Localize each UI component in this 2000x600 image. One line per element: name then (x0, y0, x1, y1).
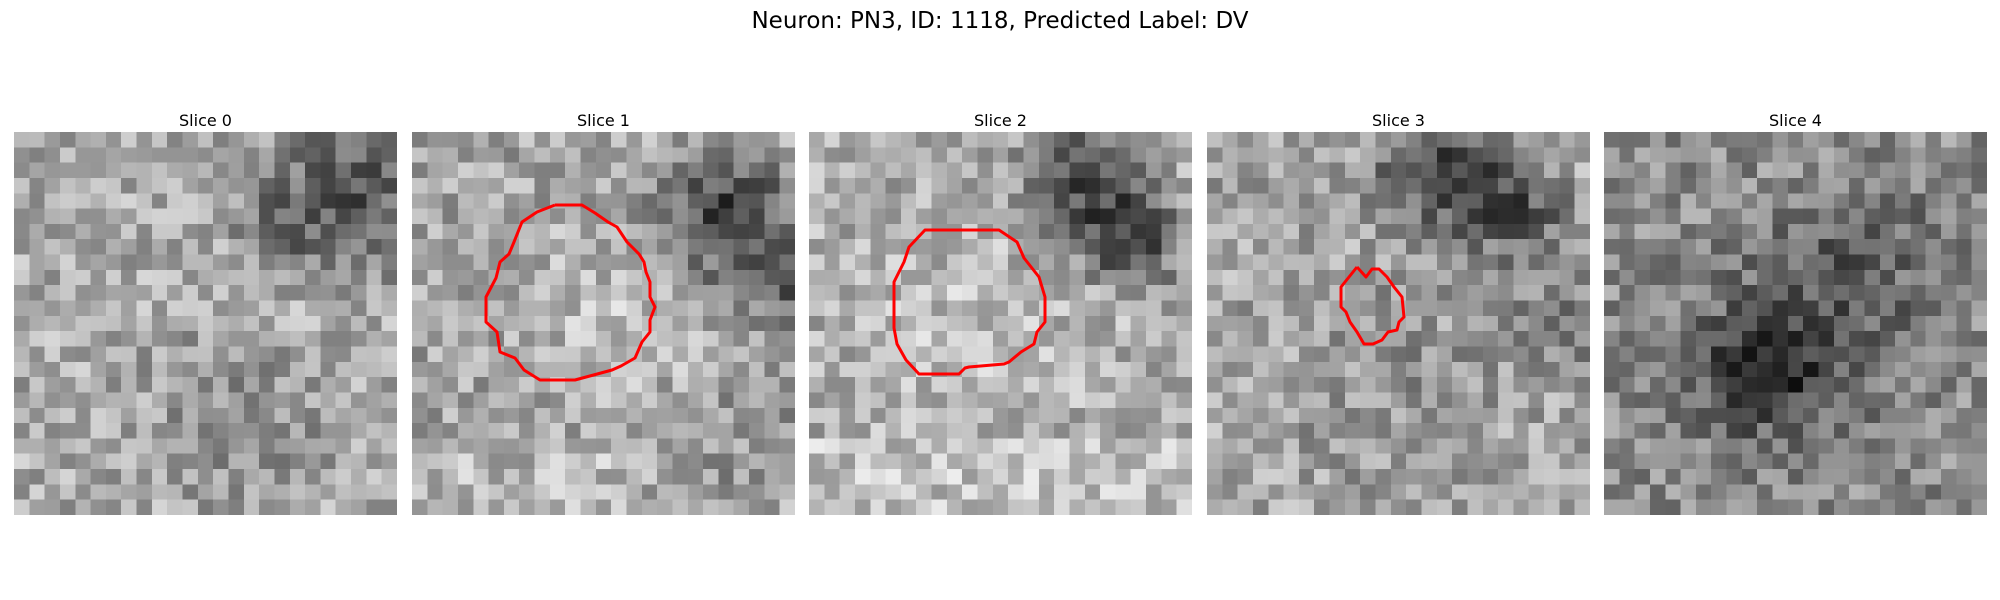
slice-image (412, 132, 795, 515)
slice-image (1207, 132, 1590, 515)
neuron-contour (484, 203, 657, 382)
slice-panel-3: Slice 3 (1207, 110, 1590, 515)
neuron-contour (1339, 265, 1406, 346)
neuron-contour (892, 228, 1047, 376)
slice-title: Slice 4 (1769, 111, 1822, 130)
slice-image (1604, 132, 1987, 515)
slice-panel-1: Slice 1 (412, 110, 795, 515)
slice-title: Slice 2 (974, 111, 1027, 130)
slice-title: Slice 3 (1372, 111, 1425, 130)
slice-panel-0: Slice 0 (14, 110, 397, 515)
slice-image (809, 132, 1192, 515)
slice-panel-4: Slice 4 (1604, 110, 1987, 515)
slice-panel-2: Slice 2 (809, 110, 1192, 515)
figure-title: Neuron: PN3, ID: 1118, Predicted Label: … (751, 8, 1249, 34)
slice-title: Slice 1 (577, 111, 630, 130)
slice-image (14, 132, 397, 515)
slice-title: Slice 0 (179, 111, 232, 130)
